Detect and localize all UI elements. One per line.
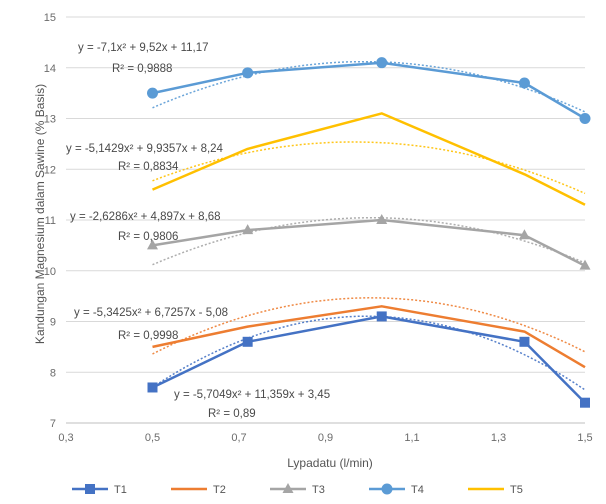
x-tick-label: 0,5 xyxy=(145,432,160,444)
trendline-t3 xyxy=(152,216,586,266)
r-squared-t3: R² = 0,9806 xyxy=(118,231,178,243)
series-line-t3 xyxy=(152,218,586,267)
data-point-t3 xyxy=(376,214,388,224)
y-tick-label: 14 xyxy=(44,63,56,75)
y-axis-title: Kandungan Magnesium dalam Sawine (% Basi… xyxy=(33,84,47,344)
x-tick-label: 0,9 xyxy=(318,432,333,444)
data-point-t3 xyxy=(147,239,158,250)
data-point-t4 xyxy=(242,67,254,79)
x-tick-label: 1,5 xyxy=(577,432,592,444)
equation-t4: y = -7,1x² + 9,52x + 11,17 xyxy=(78,42,209,54)
data-point-t4 xyxy=(579,113,591,124)
trendline-equations: y = -5,7049x² + 11,359x + 3,45 R² = 0,89 y… xyxy=(66,42,330,420)
series-lines xyxy=(151,61,586,404)
r-squared-t5: R² = 0,8834 xyxy=(118,161,179,173)
legend-label-t4: T4 xyxy=(411,484,424,496)
y-tick-label: 8 xyxy=(50,367,56,379)
x-tick-label: 1,3 xyxy=(491,432,506,444)
y-tick-labels: 7 8 9 10 11 12 13 14 15 xyxy=(44,12,56,430)
data-point-t1 xyxy=(519,336,530,347)
legend-label-t3: T3 xyxy=(312,484,325,496)
data-point-t4 xyxy=(147,87,158,99)
y-tick-label: 13 xyxy=(44,114,56,126)
trendlines xyxy=(152,60,586,391)
data-point-t1 xyxy=(376,311,387,322)
gridlines xyxy=(66,16,585,424)
legend-label-t5: T5 xyxy=(510,484,523,496)
legend: T1 T2 T3 T4 T5 xyxy=(72,483,523,496)
x-tick-labels: 0,3 0,5 0,7 0,9 1,1 1,3 1,5 xyxy=(58,432,592,444)
series-line-t2 xyxy=(152,305,586,369)
data-point-t1 xyxy=(242,336,253,347)
data-point-t3 xyxy=(579,259,591,270)
legend-marker-t1 xyxy=(85,484,95,494)
y-tick-label: 11 xyxy=(45,215,56,227)
series-line-t5 xyxy=(152,112,586,206)
data-point-t3 xyxy=(242,224,254,235)
legend-label-t2: T2 xyxy=(213,484,226,496)
y-tick-label: 9 xyxy=(50,317,56,329)
r-squared-t1: R² = 0,89 xyxy=(208,408,256,420)
x-tick-label: 0,7 xyxy=(231,432,246,444)
legend-marker-t4 xyxy=(381,483,393,495)
trendline-t4 xyxy=(152,60,586,113)
r-squared-t4: R² = 0,9888 xyxy=(112,63,172,75)
y-tick-label: 15 xyxy=(44,12,56,24)
y-tick-label: 10 xyxy=(44,266,56,278)
y-tick-label: 12 xyxy=(44,164,56,176)
equation-t5: y = -5,1429x² + 9,9357x + 8,24 xyxy=(66,143,224,155)
data-point-t4 xyxy=(376,57,388,69)
equation-t3: y = -2,6286x² + 4,897x + 8,68 xyxy=(70,211,221,223)
trendline-t5 xyxy=(152,141,586,195)
equation-t2: y = -5,3425x² + 6,7257x - 5,08 xyxy=(74,307,228,319)
x-tick-label: 1,1 xyxy=(404,432,419,444)
x-axis-title: Lypadatu (l/min) xyxy=(287,456,373,470)
data-point-t1 xyxy=(580,397,590,408)
x-tick-label: 0,3 xyxy=(58,432,73,444)
trendline-t1 xyxy=(152,315,586,391)
y-tick-label: 7 xyxy=(50,418,56,430)
trendline-t2 xyxy=(152,297,586,355)
legend-marker-t3 xyxy=(282,483,294,493)
series-markers xyxy=(147,57,591,408)
legend-label-t1: T1 xyxy=(114,484,127,496)
data-point-t1 xyxy=(147,382,158,393)
series-line-t4 xyxy=(152,61,586,120)
data-point-t4 xyxy=(518,77,530,89)
data-point-t3 xyxy=(518,229,530,240)
r-squared-t2: R² = 0,9998 xyxy=(118,330,178,342)
equation-t1: y = -5,7049x² + 11,359x + 3,45 xyxy=(174,389,330,401)
